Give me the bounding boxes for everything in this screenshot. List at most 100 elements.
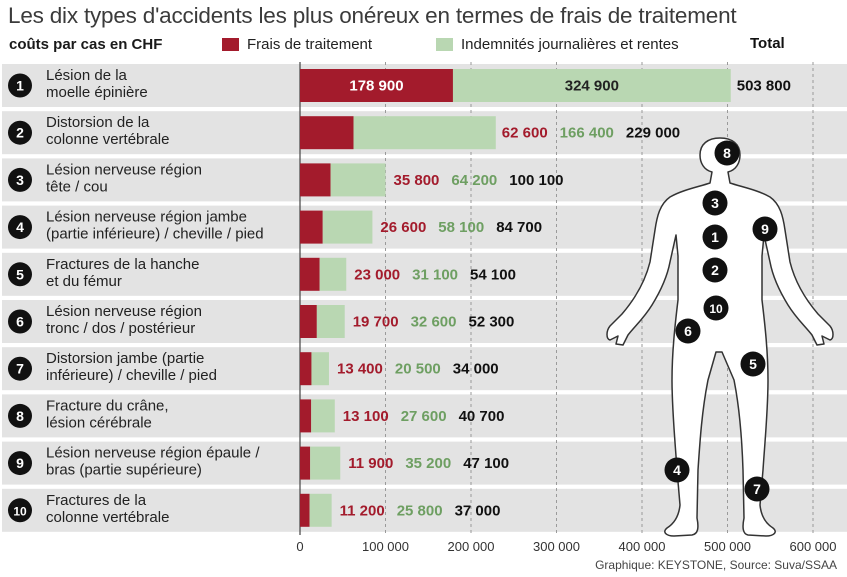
bar-indemnity: [311, 352, 329, 386]
value-label-treatment: 35 800: [394, 172, 440, 189]
bar-indemnity: [311, 399, 335, 433]
rank-number: 2: [16, 125, 24, 141]
value-label-treatment: 11 900: [348, 455, 393, 472]
body-marker-number: 4: [673, 462, 681, 478]
row-background: [2, 394, 847, 438]
value-label-total: 84 700: [496, 219, 542, 236]
bar-treatment: [300, 399, 312, 433]
chart-subtitle: coûts par cas en CHF: [9, 36, 163, 53]
legend-treatment: Frais de traitement: [222, 34, 372, 54]
body-marker-number: 5: [749, 356, 757, 372]
legend-indemnity: Indemnités journalières et rentes: [436, 34, 679, 54]
source-credit: Graphique: KEYSTONE, Source: Suva/SSAA: [595, 558, 837, 572]
body-marker-number: 8: [723, 145, 731, 161]
category-label: Lésion nerveuse région: [46, 303, 202, 320]
bars: 178 900 324 900 503 800 62 600 166 400 229 00…: [300, 69, 791, 527]
bar-treatment: [300, 305, 317, 338]
bar-indemnity: [322, 210, 373, 244]
bar-treatment: [300, 210, 323, 244]
bar-indemnity: [452, 69, 731, 102]
rank-badge: [8, 167, 32, 192]
value-label-indemnity: 35 200: [405, 455, 451, 472]
category-label: bras (partie supérieure): [46, 462, 202, 479]
rank-badge: [8, 356, 32, 381]
body-figure: [606, 137, 834, 537]
chart-title: Les dix types d'accidents les plus onére…: [8, 3, 737, 28]
value-label-total: 100 100: [509, 172, 563, 189]
bar-indemnity: [309, 493, 332, 527]
body-marker-number: 7: [753, 481, 761, 497]
category-label: Distorsion de la: [46, 114, 150, 131]
body-marker: [740, 351, 766, 377]
category-label: Lésion nerveuse région épaule /: [46, 445, 260, 462]
value-label-indemnity: 25 800: [397, 502, 443, 519]
rank-badge: [8, 262, 32, 287]
body-marker: [744, 476, 770, 502]
value-label-total: 40 700: [459, 408, 505, 425]
rank-number: 10: [13, 504, 27, 518]
body-marker: [752, 216, 778, 242]
body-marker-number: 1: [711, 229, 719, 245]
legend-indemnity-swatch: [436, 37, 453, 51]
category-label: Fracture du crâne,: [46, 397, 169, 414]
legend-total-label: Total: [750, 35, 785, 52]
bar-indemnity: [319, 257, 347, 291]
value-label-indemnity: 64 200: [451, 172, 497, 189]
rank-number: 7: [16, 361, 24, 377]
rank-number: 4: [16, 219, 24, 235]
rank-number: 6: [16, 314, 24, 330]
value-label-indemnity: 58 100: [438, 219, 484, 236]
body-silhouette-icon: [606, 137, 834, 537]
row-background: [2, 441, 847, 485]
rank-number: 5: [16, 266, 24, 282]
bar-treatment: [300, 69, 453, 102]
legend-indemnity-label: Indemnités journalières et rentes: [461, 35, 679, 53]
x-tick-label: 400 000: [619, 539, 666, 554]
bar-indemnity: [330, 163, 386, 197]
value-label-total: 47 100: [463, 455, 509, 472]
bar-treatment: [300, 257, 320, 291]
value-label-treatment: 62 600: [502, 125, 548, 142]
value-label-total: 503 800: [737, 78, 791, 95]
value-label-total: 229 000: [626, 125, 680, 142]
value-label-treatment: 19 700: [353, 314, 399, 331]
category-label: (partie inférieure) / cheville / pied: [46, 226, 264, 243]
bar-indemnity: [316, 305, 345, 338]
category-label: moelle épinière: [46, 84, 148, 101]
value-label-total: 52 300: [468, 314, 514, 331]
rank-number: 8: [16, 408, 24, 424]
value-label-indemnity: 27 600: [401, 408, 447, 425]
rank-badge: [8, 120, 32, 145]
rank-badge: [8, 215, 32, 240]
bar-treatment: [300, 352, 312, 386]
rank-badge: [8, 309, 32, 334]
rank-number: 9: [16, 455, 24, 471]
category-label: Lésion nerveuse région: [46, 161, 202, 178]
value-label-treatment: 26 600: [380, 219, 426, 236]
x-tick-label: 0: [296, 539, 303, 554]
value-label-treatment: 23 000: [354, 266, 400, 283]
value-label-treatment: 178 900: [349, 78, 403, 95]
body-marker: [714, 140, 740, 166]
x-tick-label: 500 000: [704, 539, 751, 554]
legend-treatment-label: Frais de traitement: [247, 35, 373, 53]
body-marker-number: 2: [711, 262, 719, 278]
x-axis: 0 100 000 200 000 300 000 400 000 500 000 600 …: [296, 539, 836, 554]
value-label-total: 37 000: [455, 502, 501, 519]
category-label: et du fémur: [46, 273, 122, 290]
category-label: Distorsion jambe (partie: [46, 350, 204, 367]
category-label: Fractures de la: [46, 492, 147, 509]
rank-badge: [8, 73, 32, 98]
body-marker-number: 9: [761, 221, 769, 237]
category-label: Fractures de la hanche: [46, 256, 199, 273]
body-marker-number: 10: [709, 302, 723, 316]
rank-badge: [8, 451, 32, 476]
body-marker: [702, 190, 728, 216]
value-label-indemnity: 32 600: [411, 314, 457, 331]
body-marker: [664, 457, 690, 483]
body-marker: [702, 224, 728, 250]
value-label-treatment: 13 400: [337, 361, 383, 378]
body-marker: [702, 257, 728, 283]
value-label-indemnity: 166 400: [560, 125, 614, 142]
